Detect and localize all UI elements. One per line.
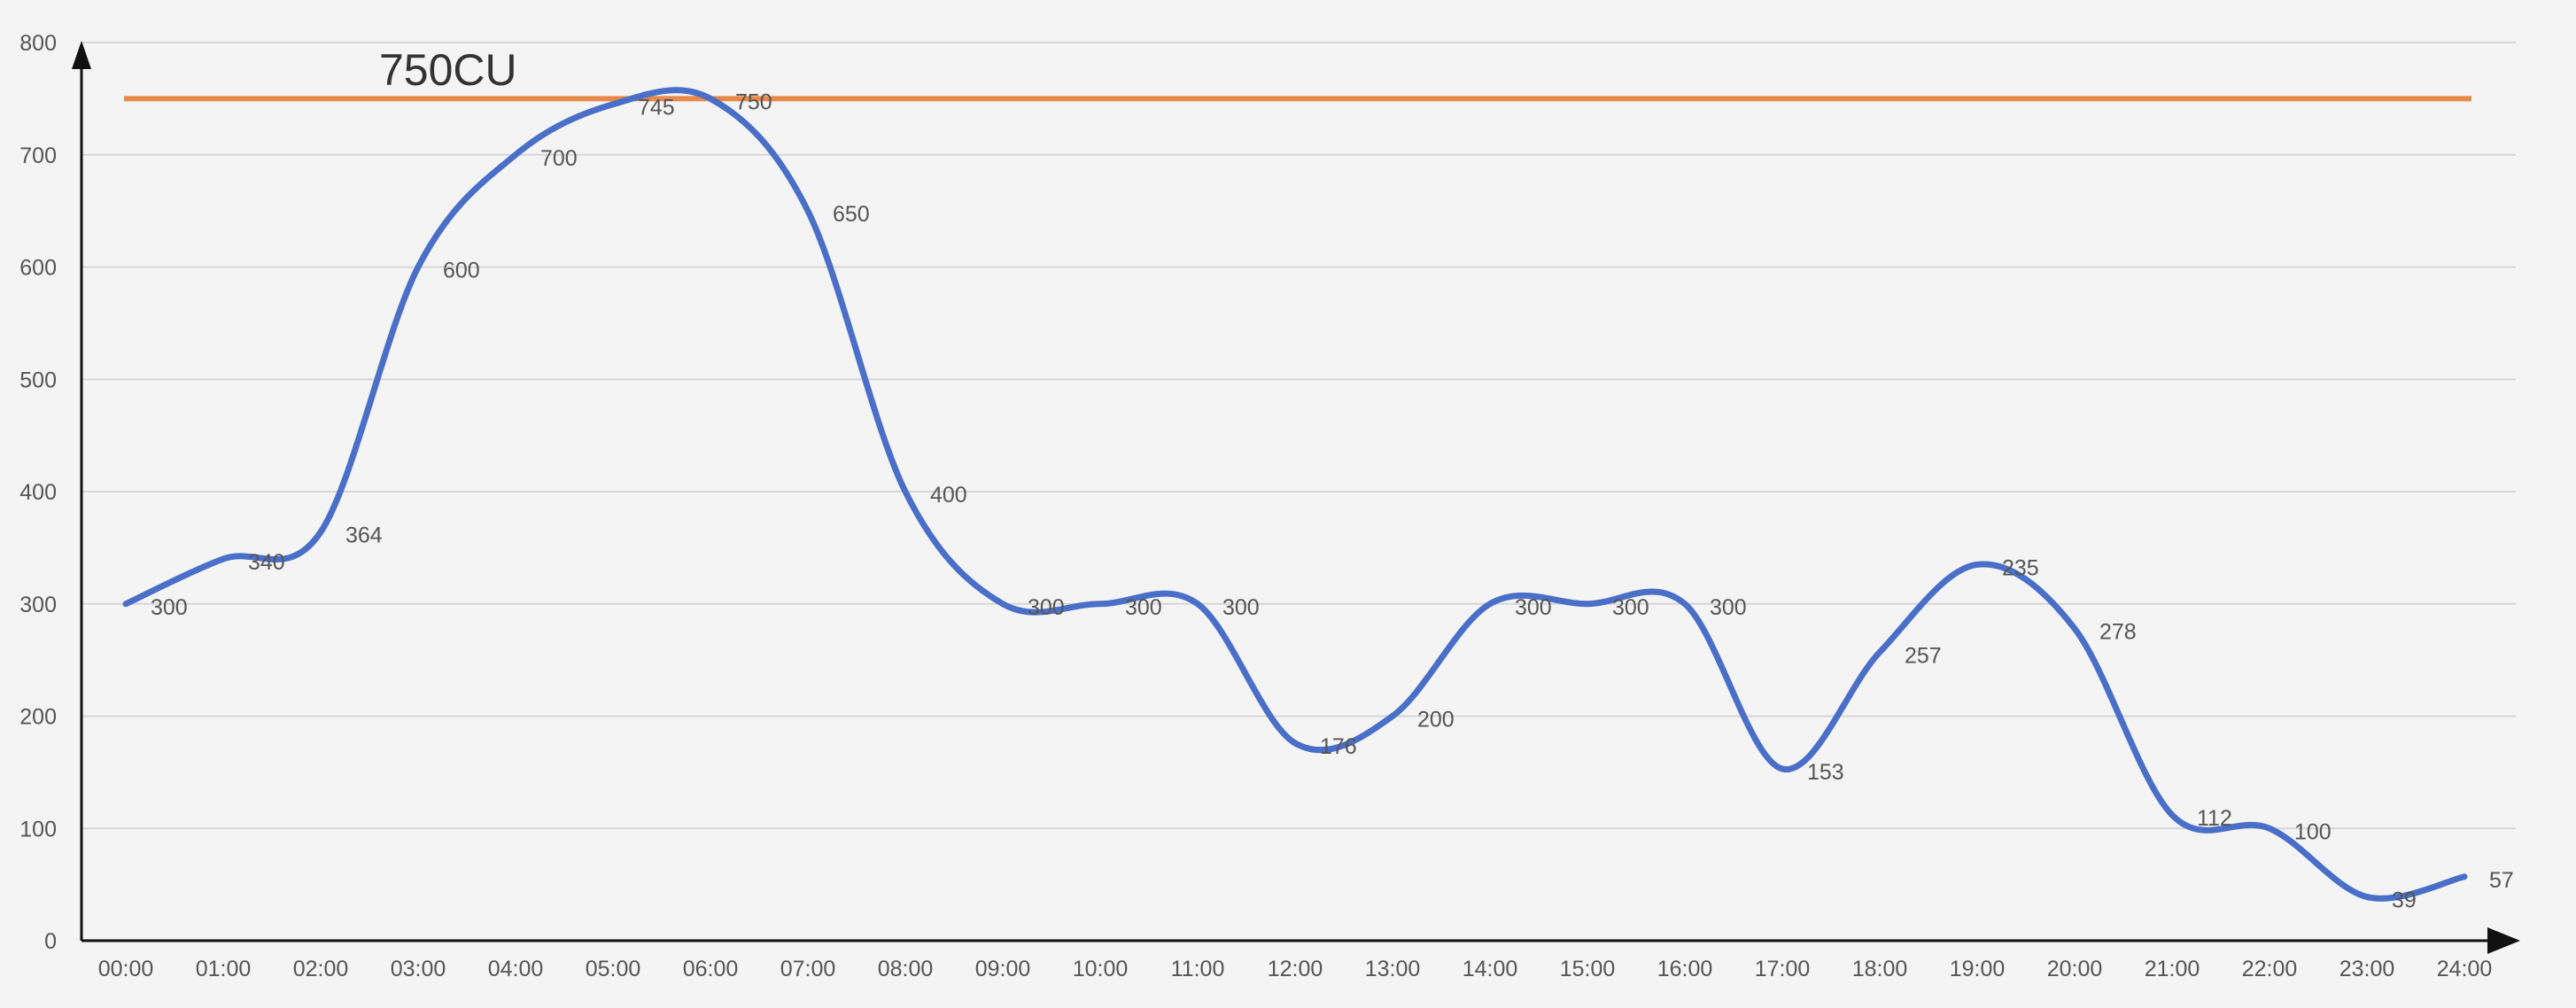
reference-line-label: 750CU (379, 45, 517, 95)
x-tick-label: 04:00 (488, 957, 544, 981)
data-label: 153 (1807, 760, 1844, 785)
y-tick-label: 700 (19, 143, 57, 168)
data-label: 600 (443, 259, 480, 283)
x-tick-label: 18:00 (1852, 957, 1908, 981)
x-tick-label: 22:00 (2242, 957, 2298, 981)
data-label: 300 (1515, 595, 1552, 620)
axes (72, 41, 2520, 954)
x-tick-label: 10:00 (1073, 957, 1129, 981)
x-tick-label: 13:00 (1365, 957, 1421, 981)
x-axis-ticks: 00:00 01:00 02:00 03:00 04:00 05:00 06:00 07:00… (98, 957, 2493, 981)
y-tick-label: 400 (19, 480, 57, 505)
x-tick-label: 23:00 (2339, 957, 2395, 981)
y-tick-label: 300 (19, 593, 57, 617)
x-tick-label: 00:00 (98, 957, 154, 981)
data-label: 300 (151, 595, 188, 620)
data-label: 300 (1125, 595, 1162, 620)
data-label: 340 (248, 550, 285, 575)
x-tick-label: 15:00 (1560, 957, 1616, 981)
data-labels: 300 340 364 600 700 745 750 650 400 300 300 300 176 2… (151, 89, 2514, 912)
x-tick-label: 03:00 (391, 957, 446, 981)
data-label: 100 (2294, 819, 2332, 844)
data-label: 39 (2392, 888, 2417, 913)
y-tick-label: 800 (19, 31, 57, 56)
data-label: 300 (1222, 595, 1260, 620)
data-label: 57 (2489, 868, 2514, 893)
data-label: 300 (1612, 595, 1649, 620)
x-tick-label: 21:00 (2145, 957, 2200, 981)
x-tick-label: 12:00 (1268, 957, 1323, 981)
data-label: 300 (1710, 595, 1747, 620)
data-label: 200 (1417, 708, 1455, 733)
grid-lines (81, 42, 2516, 830)
x-tick-label: 11:00 (1171, 957, 1225, 981)
data-label: 650 (833, 202, 870, 227)
y-axis-arrow-icon (72, 41, 91, 69)
data-label: 235 (2002, 555, 2039, 580)
reference-line-group: 750CU (124, 45, 2471, 102)
data-label: 112 (2197, 806, 2232, 831)
data-label: 364 (345, 523, 383, 548)
series-group (122, 87, 2468, 902)
x-tick-label: 20:00 (2047, 957, 2103, 981)
y-tick-label: 600 (19, 256, 57, 281)
x-tick-label: 05:00 (586, 957, 641, 981)
x-tick-label: 07:00 (780, 957, 836, 981)
data-label: 300 (1028, 595, 1065, 620)
data-label: 700 (540, 146, 578, 171)
data-label: 257 (1905, 643, 1942, 668)
y-axis-ticks: 0 100 200 300 400 500 600 700 800 (19, 31, 57, 954)
x-axis-arrow-icon (2487, 927, 2520, 954)
x-tick-label: 06:00 (683, 957, 739, 981)
series-line (122, 87, 2468, 902)
x-tick-label: 08:00 (878, 957, 934, 981)
y-tick-label: 200 (19, 705, 57, 730)
x-tick-label: 24:00 (2437, 957, 2493, 981)
x-tick-label: 16:00 (1657, 957, 1713, 981)
data-label: 400 (930, 483, 967, 508)
data-label: 750 (735, 89, 772, 114)
x-tick-label: 01:00 (196, 957, 252, 981)
data-label: 278 (2099, 620, 2137, 645)
y-tick-label: 100 (19, 817, 57, 841)
x-tick-label: 02:00 (293, 957, 349, 981)
data-label: 176 (1320, 734, 1357, 759)
data-label: 745 (638, 96, 675, 120)
y-tick-label: 500 (19, 368, 57, 392)
x-tick-label: 17:00 (1755, 957, 1811, 981)
x-tick-label: 14:00 (1463, 957, 1518, 981)
x-tick-label: 09:00 (975, 957, 1031, 981)
y-tick-label: 0 (44, 929, 57, 954)
x-tick-label: 19:00 (1950, 957, 2006, 981)
